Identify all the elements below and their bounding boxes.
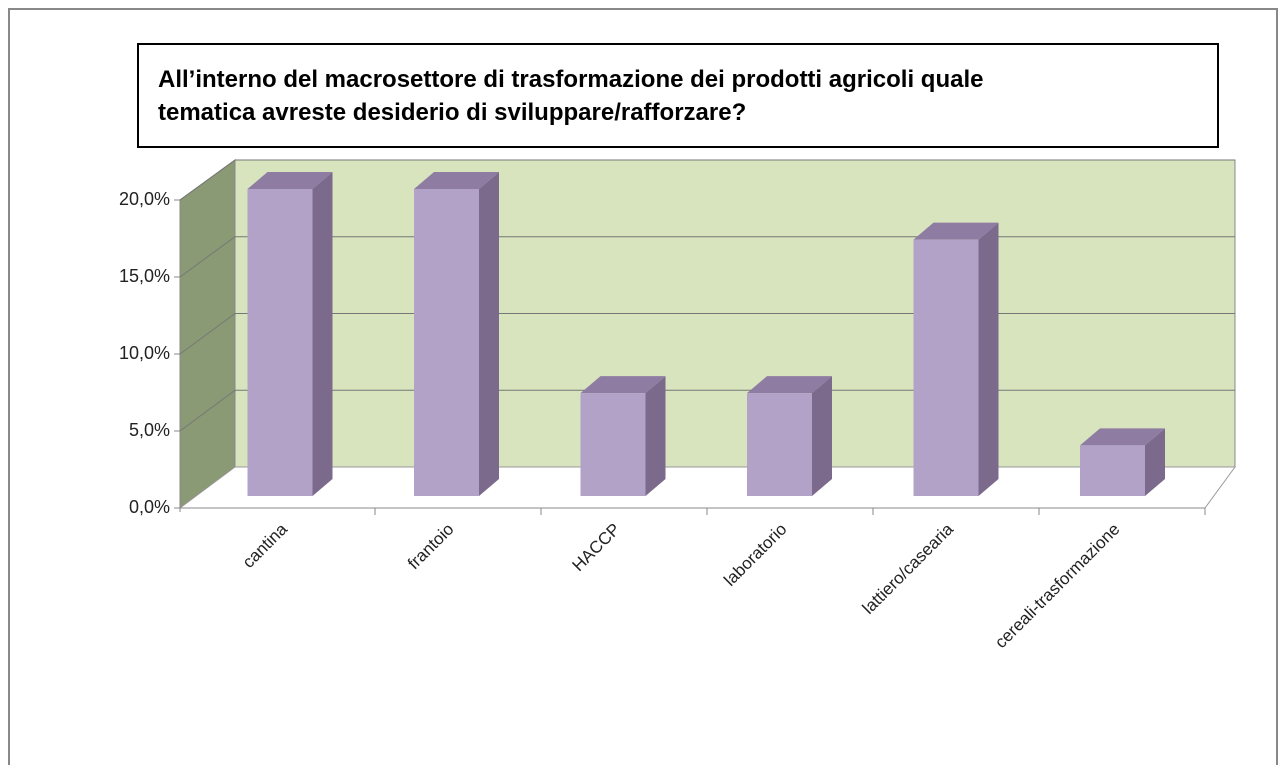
x-tick-label: frantoio xyxy=(404,520,458,574)
bar-side xyxy=(645,376,666,496)
bar-side xyxy=(312,172,333,496)
bar-side xyxy=(978,222,999,496)
bar-side xyxy=(812,376,832,496)
bar xyxy=(247,189,313,496)
x-tick-label: lattiero/casearia xyxy=(859,519,958,618)
grid-line xyxy=(179,159,236,201)
bar xyxy=(1080,445,1145,496)
bar-top xyxy=(1080,428,1165,446)
chart-frame xyxy=(8,8,1278,765)
bar xyxy=(580,393,646,496)
grid-line xyxy=(179,389,236,432)
floor xyxy=(178,466,1236,509)
bar xyxy=(747,393,812,496)
chart-title: All’interno del macrosettore di trasform… xyxy=(158,66,984,126)
chart-title-box: All’interno del macrosettore di trasform… xyxy=(137,43,1219,148)
grid-line xyxy=(179,313,236,355)
y-tick-label: 20,0% xyxy=(119,189,170,209)
x-tick-label: cantina xyxy=(239,519,292,572)
bar-side xyxy=(1145,428,1165,496)
y-tick-label: 15,0% xyxy=(119,266,170,286)
bar xyxy=(913,239,979,496)
y-tick-label: 5,0% xyxy=(129,420,170,440)
bar-top xyxy=(747,376,832,394)
x-tick-label: HACCP xyxy=(568,520,624,576)
y-tick-label: 0,0% xyxy=(129,497,170,517)
x-tick-label: laboratorio xyxy=(720,520,790,590)
bar xyxy=(414,189,479,496)
y-tick-label: 10,0% xyxy=(119,343,170,363)
bar-top xyxy=(913,222,999,240)
bar-top xyxy=(414,172,499,189)
x-tick-label: cereali-trasformazione xyxy=(991,520,1123,652)
bar-top xyxy=(247,172,333,189)
bar-top xyxy=(580,376,666,394)
bar-side xyxy=(479,172,499,496)
grid-line xyxy=(179,236,236,278)
